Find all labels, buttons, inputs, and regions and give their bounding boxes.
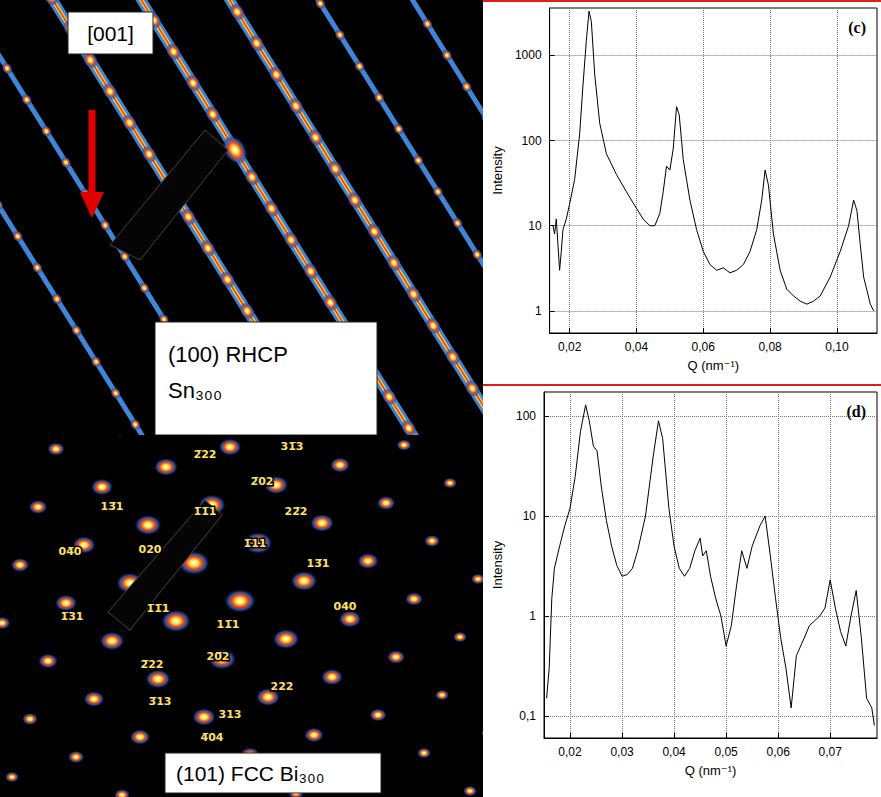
svg-text:Intensity: Intensity	[490, 540, 505, 589]
svg-text:0,04: 0,04	[662, 745, 686, 759]
svg-text:(d): (d)	[846, 403, 866, 421]
svg-text:2̅02: 2̅02	[251, 475, 274, 488]
svg-text:0,03: 0,03	[610, 745, 634, 759]
svg-text:0,1: 0,1	[519, 709, 536, 723]
svg-text:(c): (c)	[848, 19, 866, 37]
svg-text:2̅22: 2̅22	[141, 658, 164, 671]
svg-text:313: 313	[219, 708, 242, 721]
svg-text:100: 100	[516, 409, 536, 423]
svg-text:0,02: 0,02	[558, 340, 582, 354]
svg-text:0,08: 0,08	[758, 340, 782, 354]
svg-text:22̅2: 22̅2	[285, 505, 308, 518]
svg-text:1̅1̅1: 1̅1̅1	[147, 602, 170, 615]
svg-text:13̅1: 13̅1	[101, 500, 124, 513]
svg-text:2̅22: 2̅22	[194, 448, 217, 461]
svg-text:040: 040	[334, 600, 357, 613]
svg-text:1̅11: 1̅11	[244, 537, 267, 550]
svg-text:[001]: [001]	[87, 22, 134, 45]
svg-text:10: 10	[528, 219, 542, 233]
svg-text:0,05: 0,05	[714, 745, 738, 759]
svg-text:0,06: 0,06	[692, 340, 716, 354]
svg-text:0,06: 0,06	[766, 745, 790, 759]
svg-text:222: 222	[271, 680, 294, 693]
svg-text:(101) FCC Bi₃₀₀: (101) FCC Bi₃₀₀	[176, 762, 325, 785]
svg-text:1: 1	[529, 609, 536, 623]
svg-text:Intensity: Intensity	[490, 146, 505, 195]
svg-text:0,04: 0,04	[625, 340, 649, 354]
svg-text:Q (nm⁻¹): Q (nm⁻¹)	[687, 358, 739, 373]
svg-text:0,02: 0,02	[558, 745, 582, 759]
svg-text:020: 020	[139, 543, 162, 556]
svg-text:100: 100	[522, 134, 542, 148]
svg-text:(100) RHCP: (100) RHCP	[168, 342, 288, 367]
svg-text:1̅1̅1: 1̅1̅1	[194, 505, 217, 518]
svg-text:13̅1: 13̅1	[307, 557, 330, 570]
svg-text:11̅1: 11̅1	[217, 618, 240, 631]
svg-text:1̅31: 1̅31	[61, 610, 84, 623]
svg-text:04̅0: 04̅0	[59, 545, 82, 558]
svg-text:1000: 1000	[515, 48, 542, 62]
svg-text:Q (nm⁻¹): Q (nm⁻¹)	[685, 763, 737, 778]
svg-text:0,10: 0,10	[825, 340, 849, 354]
svg-text:31̅3: 31̅3	[281, 440, 304, 453]
svg-text:1: 1	[535, 304, 542, 318]
svg-text:4̅04: 4̅04	[201, 731, 224, 744]
svg-text:3̅13: 3̅13	[149, 695, 172, 708]
svg-text:Sn₃₀₀: Sn₃₀₀	[168, 378, 222, 403]
svg-text:0,07: 0,07	[818, 745, 842, 759]
svg-text:10: 10	[523, 509, 537, 523]
svg-text:20̅2: 20̅2	[207, 650, 230, 663]
